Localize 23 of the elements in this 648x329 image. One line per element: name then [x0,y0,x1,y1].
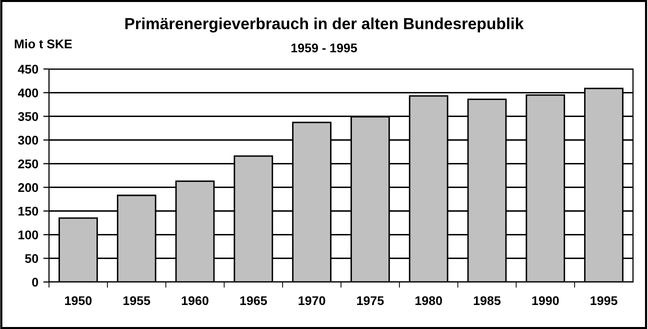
y-tick-label: 300 [18,136,38,145]
x-tick-label: 1965 [240,296,267,306]
x-tick-label: 1960 [182,296,208,306]
x-tick-label: 1980 [415,296,442,306]
y-tick-label: 150 [18,206,38,216]
y-axis-title: Mio t SKE [14,39,72,48]
chart-title: Primärenergieverbrauch in der alten Bundesrepublik [125,18,524,32]
y-tick-label: 200 [18,183,38,192]
x-tick-label: 1995 [590,296,618,306]
y-tick-label: 100 [18,230,38,240]
y-tick-label: 250 [18,159,38,168]
x-tick-label: 1970 [298,296,326,306]
x-tick-label: 1985 [474,296,501,306]
chart-subtitle: 1959 - 1995 [291,44,358,52]
y-tick-label: 50 [25,254,38,263]
x-tick-label: 1990 [532,296,559,306]
y-tick-label: 0 [32,278,38,287]
y-tick-label: 350 [18,112,38,122]
x-tick-label: 1950 [65,296,92,306]
y-tick-label: 400 [18,88,38,98]
x-tick-label: 1955 [123,296,150,306]
x-tick-label: 1975 [357,296,384,306]
y-tick-label: 450 [18,64,38,74]
